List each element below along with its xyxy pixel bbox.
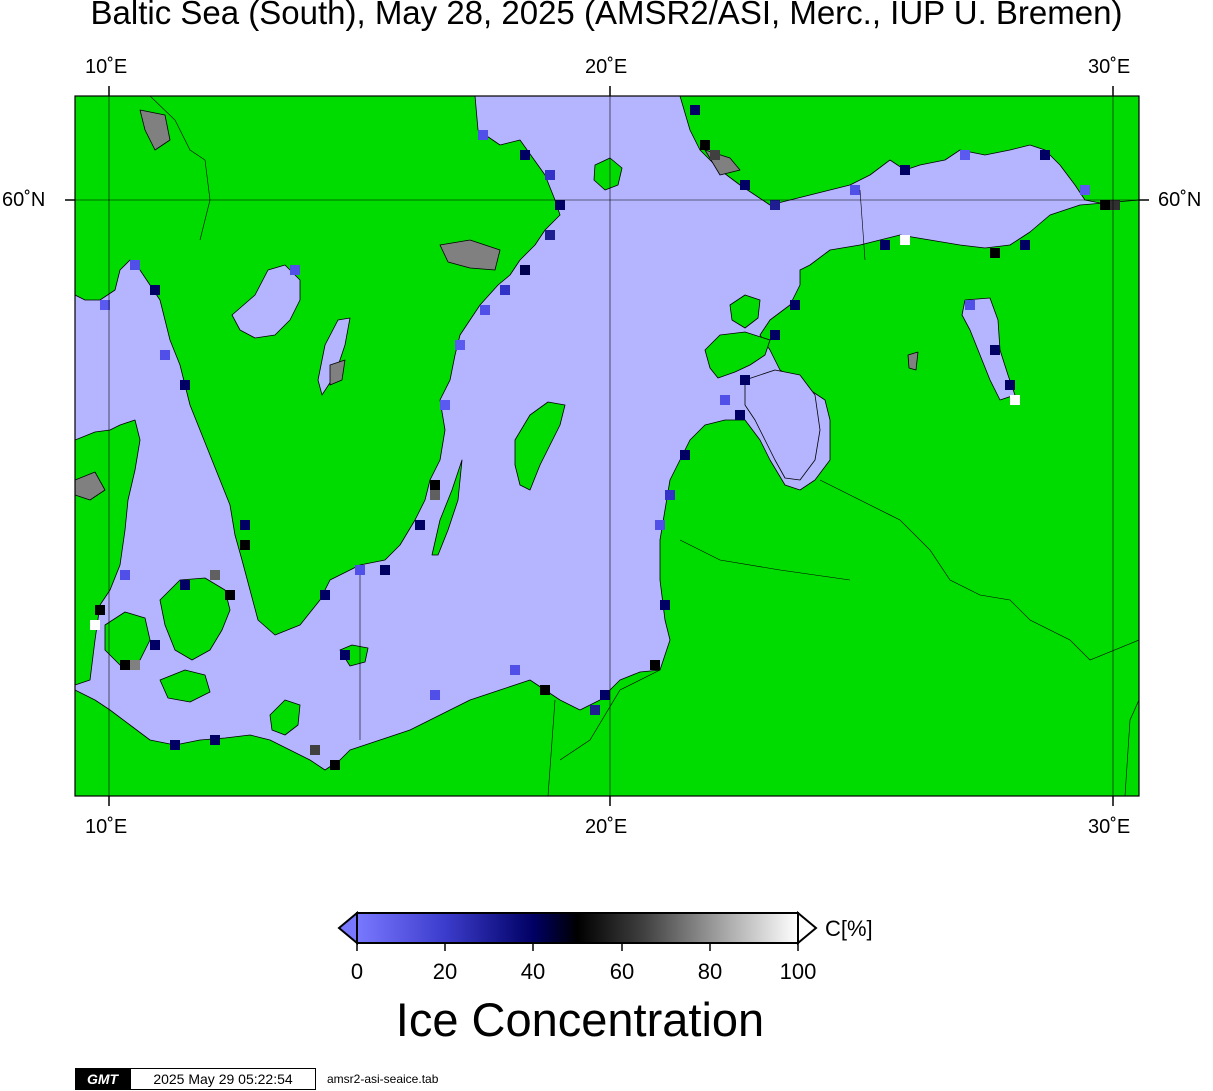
map-title: Baltic Sea (South), May 28, 2025 (AMSR2/… — [90, 0, 1123, 31]
lat-label-left-60n: 60˚N — [2, 189, 46, 211]
lon-label-bottom-10e: 10˚E — [85, 816, 128, 838]
saaremaa-island — [704, 331, 771, 379]
timestamp: 2025 May 29 05:22:54 — [130, 1068, 316, 1090]
lake-peipus — [961, 297, 1016, 401]
oland-island — [431, 459, 463, 556]
lon-label-top-10e: 10˚E — [85, 56, 128, 78]
baltic-states-landmass — [75, 199, 1139, 796]
gotland-island — [514, 401, 566, 491]
colorbar-tick-0: 0 — [350, 959, 364, 984]
colorbar — [337, 910, 818, 951]
lake-vanern — [231, 264, 301, 339]
lat-label-right-60n: 60˚N — [1158, 189, 1202, 211]
lon-label-top-20e: 20˚E — [585, 56, 628, 78]
scandinavia-landmass — [75, 96, 561, 636]
lon-label-bottom-20e: 20˚E — [585, 816, 628, 838]
colorbar-tick-100: 100 — [779, 959, 817, 984]
gulf-of-riga — [744, 369, 821, 481]
graticule — [75, 96, 1139, 796]
colorbar-tick-20: 20 — [432, 959, 458, 984]
ice-edge-pixels — [90, 105, 1120, 770]
lon-label-top-30e: 30˚E — [1088, 56, 1131, 78]
colorbar-unit: C[%] — [825, 916, 873, 941]
hiiumaa-island — [729, 294, 761, 329]
colorbar-tick-80: 80 — [697, 959, 723, 984]
colorbar-tick-40: 40 — [520, 959, 546, 984]
source-filename: amsr2-asi-seaice.tab — [327, 1072, 439, 1086]
lon-label-bottom-30e: 30˚E — [1088, 816, 1131, 838]
funen-island — [104, 611, 151, 666]
zealand-island — [159, 577, 231, 661]
colorbar-title: Ice Concentration — [395, 993, 765, 1046]
rugen-island — [269, 699, 301, 736]
map-frame — [74, 95, 1140, 797]
gmt-logo: GMT — [75, 1068, 130, 1090]
lolland-island — [159, 669, 211, 703]
colorbar-tick-60: 60 — [609, 959, 635, 984]
lake-vattern — [317, 317, 351, 396]
